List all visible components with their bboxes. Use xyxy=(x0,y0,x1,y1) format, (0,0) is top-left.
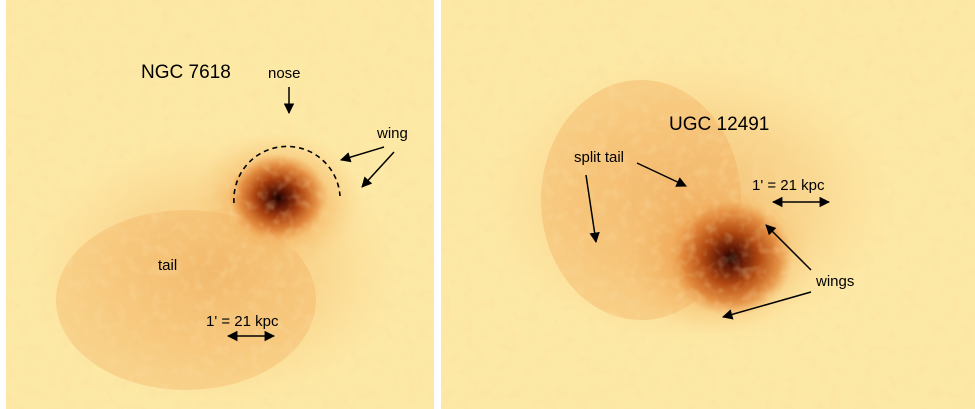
wing-arrow-upper xyxy=(339,146,385,163)
tail-label: tail xyxy=(158,257,178,274)
xray-image-right-svg xyxy=(441,0,975,409)
split-tail-arrow-left xyxy=(585,174,600,244)
xray-image-ugc12491: UGC 12491 split tail 1' = 21 kpc wings xyxy=(441,0,975,409)
split-tail-arrow-right xyxy=(636,162,687,187)
wing-label: wing xyxy=(377,125,408,142)
galaxy-name: NGC 7618 xyxy=(141,62,231,83)
galaxy-name: UGC 12491 xyxy=(669,114,770,135)
xray-image-ngc7618: NGC 7618 nose wing tail 1' = 21 kpc xyxy=(6,0,434,409)
wings-label: wings xyxy=(816,273,855,290)
xray-image-left-svg xyxy=(6,0,434,409)
wings-arrow-upper xyxy=(765,224,812,271)
nose-arc xyxy=(233,145,341,204)
wing-arrow-lower xyxy=(361,151,395,188)
nose-label: nose xyxy=(268,65,301,82)
scale-label: 1' = 21 kpc xyxy=(752,177,825,194)
scale-label: 1' = 21 kpc xyxy=(206,313,279,330)
wings-arrow-lower xyxy=(721,291,812,320)
split-tail-label: split tail xyxy=(574,149,625,166)
